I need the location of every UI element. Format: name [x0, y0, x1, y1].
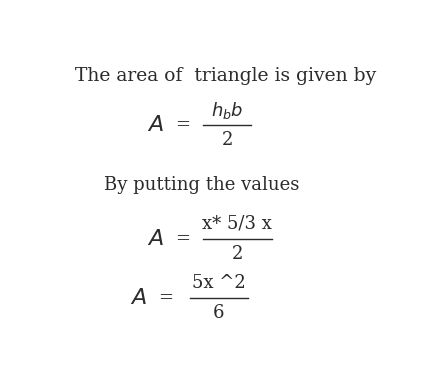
Text: By putting the values: By putting the values [104, 176, 299, 194]
Text: =: = [158, 289, 173, 307]
Text: =: = [176, 229, 191, 248]
Text: $A$: $A$ [130, 287, 147, 309]
Text: $A$: $A$ [147, 228, 164, 250]
Text: 2: 2 [221, 131, 233, 149]
Text: 6: 6 [213, 304, 224, 322]
Text: $A$: $A$ [147, 115, 164, 136]
Text: The area of  triangle is given by: The area of triangle is given by [75, 67, 376, 85]
Text: 5x ^2: 5x ^2 [192, 274, 246, 292]
Text: =: = [176, 116, 191, 134]
Text: $h_b b$: $h_b b$ [211, 100, 243, 121]
Text: x* 5/3 x: x* 5/3 x [202, 215, 272, 233]
Text: 2: 2 [232, 245, 243, 262]
